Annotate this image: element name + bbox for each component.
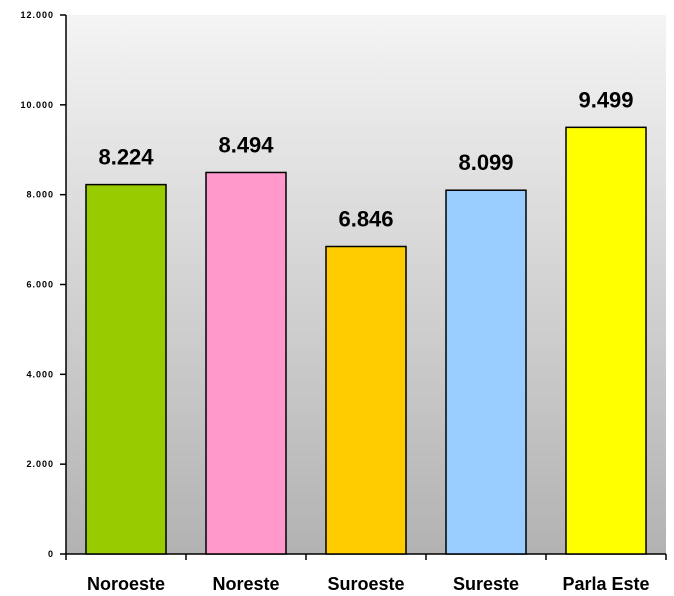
data-label: 8.494 bbox=[218, 132, 274, 157]
y-tick-label: 4.000 bbox=[26, 369, 54, 379]
bar-noroeste bbox=[85, 183, 167, 555]
y-tick-label: 12.000 bbox=[20, 10, 54, 20]
data-label: 8.224 bbox=[98, 145, 154, 170]
bars-group: 8.224 8.494 6.846 8.099 9.499 bbox=[85, 87, 647, 555]
data-label: 8.099 bbox=[458, 150, 513, 175]
y-tick-label: 8.000 bbox=[26, 190, 54, 200]
x-tick-label: Suroeste bbox=[327, 574, 404, 594]
bar-suroeste bbox=[325, 245, 407, 555]
bar-noreste bbox=[205, 171, 287, 555]
y-tick-label: 0 bbox=[48, 549, 54, 559]
data-label: 9.499 bbox=[578, 87, 633, 112]
bar-parla-este bbox=[565, 126, 647, 555]
data-label: 6.846 bbox=[338, 207, 393, 232]
x-tick-label: Sureste bbox=[453, 574, 519, 594]
bar-sureste bbox=[445, 189, 527, 555]
x-tick-label: Noreste bbox=[212, 574, 279, 594]
y-tick-label: 2.000 bbox=[26, 459, 54, 469]
y-tick-label: 10.000 bbox=[20, 100, 54, 110]
y-tick-label: 6.000 bbox=[26, 280, 54, 290]
x-axis-ticks: Noroeste Noreste Suroeste Sureste Parla Este bbox=[65, 554, 667, 594]
y-axis-ticks: 0 2.000 4.000 6.000 8.000 10.000 12.000 bbox=[20, 10, 66, 559]
x-tick-label: Noroeste bbox=[87, 574, 165, 594]
x-tick-label: Parla Este bbox=[562, 574, 649, 594]
